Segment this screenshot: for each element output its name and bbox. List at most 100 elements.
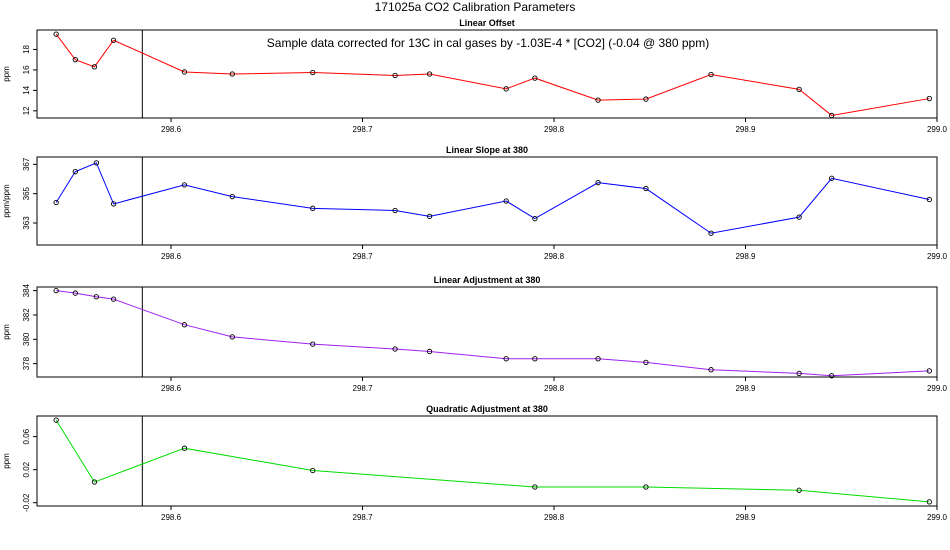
x-tick-label: 298.6	[161, 252, 182, 261]
data-point	[643, 185, 649, 192]
data-point	[426, 71, 433, 77]
x-tick-label: 298.8	[544, 125, 565, 134]
y-tick-label: 384	[22, 283, 31, 297]
plot-frame	[36, 415, 938, 507]
data-point	[53, 287, 59, 294]
data-point	[53, 417, 59, 423]
panel-title: Linear Adjustment at 380	[434, 275, 541, 285]
x-tick-label: 298.8	[544, 252, 565, 261]
series-line	[55, 162, 930, 234]
data-point	[532, 484, 538, 490]
y-axis-label: ppm	[2, 453, 11, 469]
y-axis-label: ppm	[2, 324, 11, 340]
data-point	[181, 322, 188, 328]
data-point	[93, 160, 100, 166]
data-point	[503, 86, 509, 92]
data-point	[72, 57, 78, 63]
data-point	[181, 182, 188, 188]
y-axis-label: ppm/ppm	[2, 184, 11, 218]
chart-panel: Quadratic Adjustment at 380 298.6 298.7 298…	[2, 404, 948, 522]
x-tick-label: 298.6	[161, 513, 182, 522]
figure-title: 171025a CO2 Calibration Parameters	[374, 0, 576, 14]
data-point	[708, 71, 714, 78]
data-point	[426, 348, 433, 355]
data-point	[829, 175, 835, 181]
data-point	[708, 230, 714, 236]
x-tick-label: 298.9	[735, 125, 756, 134]
series-line	[56, 290, 930, 377]
x-tick-label: 298.7	[353, 513, 374, 522]
data-point	[110, 296, 117, 302]
y-axis-label: ppm	[2, 66, 11, 82]
chart-panel: Linear Slope at 380 298.6 298.7 298.8 298.9 2…	[2, 145, 948, 261]
data-point	[796, 214, 802, 220]
x-tick-label: 299.0	[927, 125, 948, 134]
x-tick-label: 298.8	[544, 513, 565, 522]
y-tick-label: 380	[22, 332, 31, 346]
y-tick-label: 382	[22, 308, 31, 322]
x-tick-label: 298.9	[735, 252, 756, 261]
data-point	[310, 205, 316, 211]
data-point	[829, 373, 835, 379]
data-point	[796, 370, 802, 377]
data-point	[93, 294, 100, 300]
x-tick-label: 299.0	[927, 252, 948, 261]
panel-title: Quadratic Adjustment at 380	[426, 404, 548, 414]
data-point	[181, 69, 188, 75]
data-point	[72, 290, 78, 296]
data-point	[708, 367, 714, 373]
data-point	[310, 467, 316, 474]
data-point	[796, 487, 802, 493]
plot-frame	[36, 286, 938, 378]
data-point	[796, 86, 802, 92]
data-point	[392, 346, 398, 352]
chart-panel: Linear Adjustment at 380 298.6 298.7 298.8 2…	[2, 275, 948, 393]
data-point	[392, 207, 398, 214]
y-tick-label: 0.06	[22, 428, 31, 444]
data-point	[53, 199, 59, 206]
x-tick-label: 298.9	[735, 513, 756, 522]
annotation-text: Sample data corrected for 13C in cal gas…	[267, 36, 709, 50]
y-tick-label: 378	[22, 356, 31, 370]
data-point	[181, 445, 188, 451]
data-point	[91, 479, 98, 485]
data-point	[926, 95, 932, 102]
data-point	[643, 96, 649, 102]
y-tick-label: 16	[22, 65, 31, 74]
plot-frame	[36, 156, 938, 246]
y-tick-label: 365	[22, 186, 31, 200]
x-tick-label: 298.7	[353, 384, 374, 393]
data-point	[110, 201, 117, 207]
data-point	[595, 356, 601, 362]
x-tick-label: 298.9	[735, 384, 756, 393]
x-tick-label: 298.7	[353, 252, 374, 261]
data-point	[829, 112, 835, 119]
plot-frame	[36, 29, 938, 119]
y-tick-label: 367	[22, 157, 31, 171]
data-point	[595, 180, 601, 186]
series-line	[55, 419, 930, 503]
y-tick-label: 363	[22, 216, 31, 230]
data-point	[110, 37, 117, 43]
data-point	[229, 71, 235, 77]
x-tick-label: 298.6	[161, 384, 182, 393]
data-point	[91, 64, 98, 70]
data-point	[310, 341, 316, 347]
data-point	[926, 499, 932, 505]
series-line	[55, 33, 930, 116]
chart-panel: Linear Offset Sample data corrected for 1…	[2, 18, 948, 134]
data-point	[426, 213, 433, 220]
data-point	[926, 368, 932, 374]
data-point	[72, 169, 78, 175]
x-tick-label: 298.7	[353, 125, 374, 134]
y-tick-label: -0.02	[22, 493, 31, 512]
data-point	[532, 75, 538, 81]
data-point	[926, 196, 932, 203]
y-tick-label: 0.02	[22, 461, 31, 477]
data-point	[392, 72, 398, 79]
x-tick-label: 298.6	[161, 125, 182, 134]
data-point	[532, 356, 538, 362]
y-tick-label: 14	[22, 85, 31, 94]
data-point	[53, 31, 59, 37]
data-point	[229, 193, 235, 200]
